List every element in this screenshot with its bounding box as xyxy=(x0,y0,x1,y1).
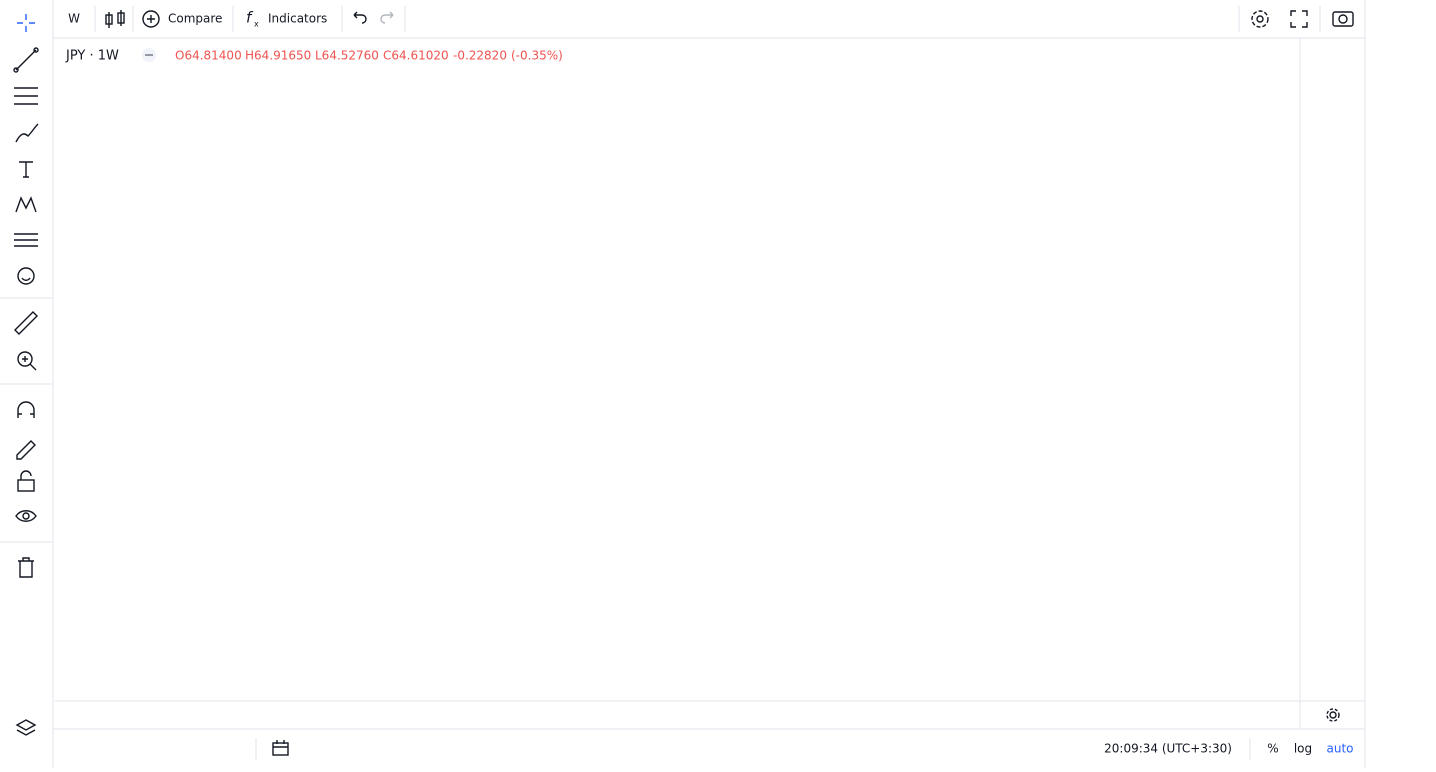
fullscreen-button[interactable] xyxy=(1290,10,1308,28)
visibility-tool[interactable] xyxy=(15,510,37,522)
prediction-tool[interactable] xyxy=(14,233,38,247)
compare-icon[interactable] xyxy=(142,10,160,28)
crosshair-tool[interactable] xyxy=(17,14,35,32)
chart-style-button[interactable] xyxy=(105,10,125,28)
delete-tool[interactable] xyxy=(18,557,34,578)
stay-drawing-tool[interactable] xyxy=(16,440,36,460)
indicators-icon-sub[interactable]: x xyxy=(254,20,259,29)
auto-toggle[interactable]: auto xyxy=(1326,742,1353,756)
legend-close: C64.61020 xyxy=(383,49,449,63)
symbol[interactable]: JPY · 1W xyxy=(65,49,119,64)
lock-tool[interactable] xyxy=(17,470,35,492)
legend-high: H64.91650 xyxy=(245,49,311,63)
legend-change: -0.22820 xyxy=(453,49,507,63)
trend-line-tool[interactable] xyxy=(13,47,39,73)
magnet-tool[interactable] xyxy=(17,401,35,418)
interval-button[interactable]: W xyxy=(68,12,80,26)
indicators-button[interactable]: Indicators xyxy=(268,12,327,26)
settings-button[interactable] xyxy=(1251,10,1269,28)
redo-button[interactable] xyxy=(380,11,394,24)
log-toggle[interactable]: log xyxy=(1294,742,1312,756)
zoom-tool[interactable] xyxy=(17,351,37,371)
top-toolbar: W Compare f x Indicators xyxy=(68,6,1354,32)
fib-tool[interactable] xyxy=(14,87,38,105)
emoji-tool[interactable] xyxy=(17,267,35,285)
brush-tool[interactable] xyxy=(15,123,39,143)
legend-change-pct: (-0.35%) xyxy=(511,49,563,63)
text-tool[interactable] xyxy=(19,161,33,178)
legend-open: O64.81400 xyxy=(175,49,242,63)
object-tree[interactable] xyxy=(15,719,37,736)
legend-low: L64.52760 xyxy=(315,49,379,63)
pattern-tool[interactable] xyxy=(15,196,37,213)
legend: JPY · 1W O64.81400 H64.91650 L64.52760 C… xyxy=(65,48,563,64)
percent-toggle[interactable]: % xyxy=(1267,742,1278,756)
clock[interactable]: 20:09:34 (UTC+3:30) xyxy=(1104,742,1232,756)
bottom-bar: 20:09:34 (UTC+3:30) % log auto xyxy=(255,738,1354,760)
undo-button[interactable] xyxy=(353,11,367,24)
screenshot-button[interactable] xyxy=(1332,11,1354,27)
time-axis-settings[interactable] xyxy=(1326,708,1340,722)
ruler-tool[interactable] xyxy=(14,311,38,335)
compare-button[interactable]: Compare xyxy=(168,12,222,26)
left-toolbar xyxy=(0,14,52,736)
go-to-date-button[interactable] xyxy=(272,740,289,756)
indicators-icon[interactable]: f xyxy=(246,9,254,27)
